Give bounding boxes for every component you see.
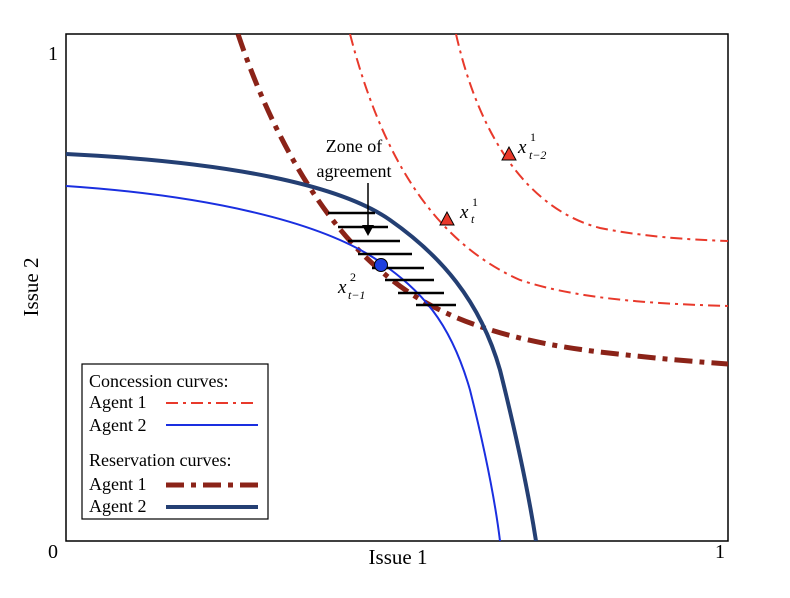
agent2-reservation-curve bbox=[66, 152, 538, 541]
svg-text:1: 1 bbox=[530, 130, 536, 144]
x-axis-label: Issue 1 bbox=[369, 545, 428, 569]
zone-label-line2: agreement bbox=[317, 161, 392, 181]
zone-arrow-head bbox=[362, 225, 374, 236]
svg-text:2: 2 bbox=[350, 270, 356, 284]
svg-text:x: x bbox=[337, 277, 347, 298]
legend-reservation-agent1: Agent 1 bbox=[89, 474, 147, 494]
agent1-concession-curve-inner bbox=[349, 34, 728, 307]
x-tick-0: 0 bbox=[48, 541, 58, 563]
point-xt-minus-1-agent2 bbox=[374, 258, 388, 272]
legend-concession-header: Concession curves: bbox=[89, 371, 228, 391]
agent2-concession-curve bbox=[66, 185, 501, 541]
svg-text:x: x bbox=[459, 202, 469, 223]
zone-label-line1: Zone of bbox=[326, 136, 382, 156]
y-tick-1: 1 bbox=[48, 43, 58, 65]
label-xt: x 1 t bbox=[459, 195, 478, 226]
svg-text:t−1: t−1 bbox=[348, 288, 365, 302]
legend-reservation-header: Reservation curves: bbox=[89, 450, 231, 470]
agent1-reservation-curve bbox=[235, 34, 728, 367]
legend-reservation-agent2: Agent 2 bbox=[89, 496, 147, 516]
zone-of-agreement-hatching bbox=[328, 211, 456, 307]
label-xt-minus-1: x 2 t−1 bbox=[337, 270, 365, 302]
legend-concession-agent1: Agent 1 bbox=[89, 392, 147, 412]
legend-concession-agent2: Agent 2 bbox=[89, 415, 147, 435]
y-axis-label: Issue 2 bbox=[19, 258, 43, 317]
label-xt-minus-2: x 1 t−2 bbox=[517, 130, 546, 162]
x-tick-1: 1 bbox=[715, 541, 725, 563]
point-xt-agent1 bbox=[439, 210, 455, 226]
agent1-concession-curve-outer bbox=[455, 34, 728, 242]
legend: Concession curves: Agent 1 Agent 2 Reser… bbox=[81, 363, 269, 520]
svg-text:t: t bbox=[471, 212, 475, 226]
svg-text:1: 1 bbox=[472, 195, 478, 209]
svg-text:x: x bbox=[517, 137, 527, 158]
legend-box bbox=[81, 363, 269, 520]
point-xt-minus-2-agent1 bbox=[501, 145, 517, 161]
svg-text:t−2: t−2 bbox=[529, 148, 546, 162]
